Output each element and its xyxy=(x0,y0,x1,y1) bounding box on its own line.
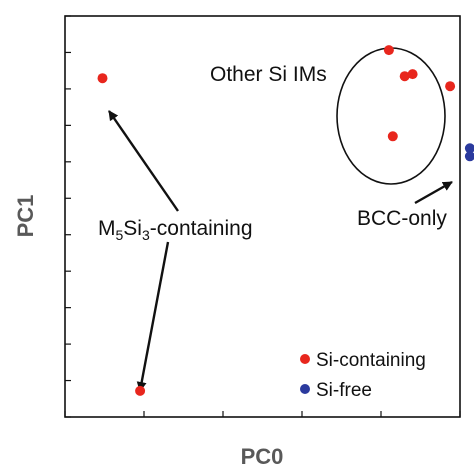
x-axis-title: PC0 xyxy=(241,444,284,469)
x-axis-ticks xyxy=(64,411,461,417)
plot-frame xyxy=(64,15,461,418)
data-point-si-containing-7 xyxy=(387,131,398,142)
arrow-to-bcc-only-points xyxy=(414,180,453,205)
annotation-m5si3-part-containing: -containing xyxy=(150,217,253,240)
data-point-si-containing-2 xyxy=(135,385,146,396)
data-points xyxy=(97,45,474,396)
annotation-m5si3-subscript-3: 3 xyxy=(142,227,150,243)
legend-marker-si-containing xyxy=(300,354,310,364)
annotation-m5si3-subscript-5: 5 xyxy=(116,227,124,243)
legend-label-si-containing: Si-containing xyxy=(316,350,426,371)
legend-label-si-free: Si-free xyxy=(316,380,372,401)
data-point-si-free-2 xyxy=(464,151,474,162)
arrow-to-upper-m5si3-point xyxy=(108,110,179,212)
other-si-ims-cluster-ellipse xyxy=(336,47,446,185)
data-point-si-containing-1 xyxy=(97,73,108,84)
annotation-bcc-only: BCC-only xyxy=(357,207,447,230)
y-axis-ticks xyxy=(65,15,71,418)
data-point-si-containing-6 xyxy=(445,81,456,92)
data-point-si-containing-3 xyxy=(383,45,394,56)
y-axis-title: PC1 xyxy=(13,195,38,238)
legend: Si-containing Si-free xyxy=(300,350,426,401)
arrow-to-lower-m5si3-point xyxy=(136,241,170,392)
annotation-m5si3-containing: M5Si3-containing xyxy=(98,217,253,243)
data-point-si-free-1 xyxy=(464,143,474,154)
annotation-other-si-ims: Other Si IMs xyxy=(210,63,327,86)
annotation-m5si3-part-si: Si xyxy=(123,217,142,240)
data-point-si-containing-5 xyxy=(407,69,418,80)
legend-marker-si-free xyxy=(300,384,310,394)
annotation-m5si3-part-m: M xyxy=(98,217,116,240)
data-point-si-containing-4 xyxy=(399,71,410,82)
